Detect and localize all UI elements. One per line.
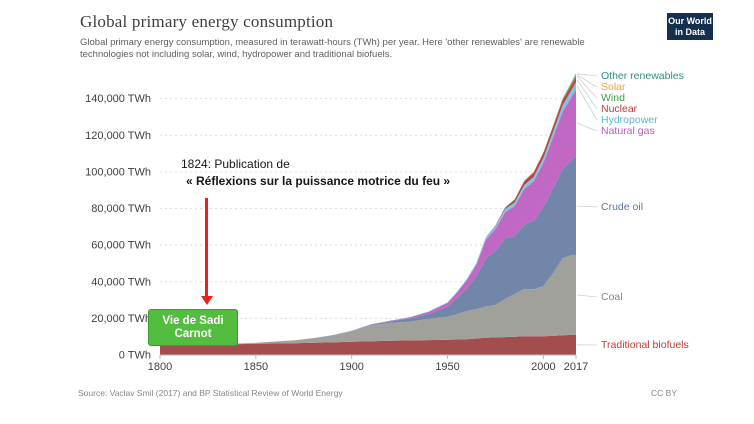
x-axis-tick-label: 2017: [564, 361, 588, 373]
annotation-arrow-head: [200, 296, 213, 305]
area-coal: [160, 254, 576, 345]
y-axis-tick-label: 20,000 TWh: [91, 313, 151, 325]
x-axis-tick-label: 1950: [435, 361, 459, 373]
annotation-text-line1: 1824: Publication de: [181, 157, 290, 171]
source-note: Source: Vaclav Smil (2017) and BP Statis…: [78, 388, 343, 398]
legend-connector-coal: [576, 294, 598, 298]
legend-connector-hydropower: [576, 85, 598, 121]
chart-subtitle: Global primary energy consumption, measu…: [80, 37, 585, 60]
y-axis-tick-label: 40,000 TWh: [91, 276, 151, 288]
owid-logo-line1: Our World: [668, 15, 712, 26]
license-badge: CC BY: [651, 388, 677, 398]
legend-connector-crude-oil: [576, 205, 598, 208]
y-axis-tick-label: 100,000 TWh: [85, 166, 151, 178]
x-axis-tick-label: 1800: [148, 361, 172, 373]
y-axis-tick-label: 140,000 TWh: [85, 93, 151, 105]
x-axis-tick-label: 2000: [531, 361, 555, 373]
annotation-arrow-line: [205, 198, 208, 298]
owid-logo: Our World in Data: [667, 13, 713, 40]
y-axis-tick-label: 0 TWh: [119, 350, 151, 362]
page-title: Global primary energy consumption: [80, 12, 334, 31]
legend-connector-wind: [576, 75, 598, 99]
owid-logo-line2: in Data: [674, 27, 705, 37]
y-axis-tick-label: 60,000 TWh: [91, 240, 151, 252]
area-traditional-biofuels: [160, 334, 576, 355]
legend-connector-other-renewables: [576, 73, 598, 77]
legend-connector-solar: [576, 74, 598, 88]
annotation-text-line2: « Réflexions sur la puissance motrice du…: [186, 174, 451, 188]
legend-connector-nuclear: [576, 79, 598, 110]
area-natural-gas: [160, 89, 576, 345]
x-axis-tick-label: 1850: [244, 361, 268, 373]
legend-connector-natural-gas: [576, 122, 598, 132]
carnot-lifespan-box: Vie de Sadi Carnot: [148, 309, 238, 346]
area-crude-oil: [160, 156, 576, 345]
y-axis-tick-label: 80,000 TWh: [91, 203, 151, 215]
x-axis-tick-label: 1900: [339, 361, 363, 373]
y-axis-tick-label: 120,000 TWh: [85, 130, 151, 142]
